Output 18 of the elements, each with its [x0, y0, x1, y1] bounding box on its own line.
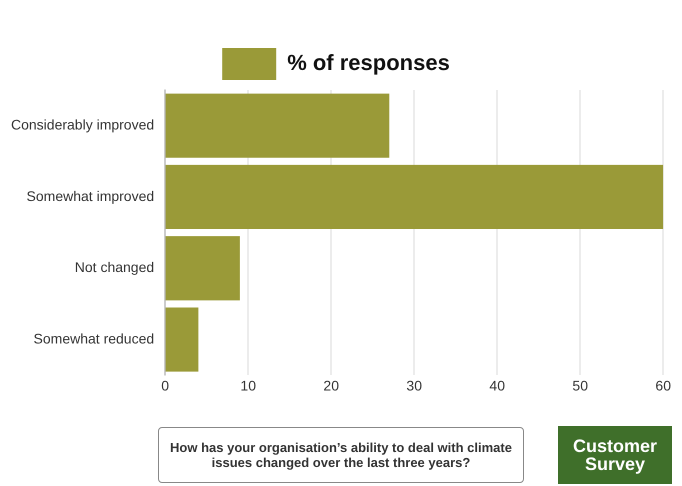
x-tick-label: 40: [489, 377, 506, 394]
text: How has your organisation’s ability to deal with climate issues changed over the last three years?: [158, 427, 524, 483]
y-tick-label: Somewhat improved: [26, 188, 154, 204]
text: Customer Survey: [558, 426, 672, 484]
bar: [166, 236, 240, 300]
bar: [166, 164, 664, 230]
bar: [166, 94, 390, 158]
y-tick-label: Not changed: [74, 259, 154, 276]
x-tick-label: 10: [240, 377, 256, 394]
bar: [166, 307, 198, 372]
x-tick-label: 20: [323, 377, 340, 394]
x-tick-label: 0: [161, 377, 170, 394]
legend-label: % of responses: [287, 50, 450, 76]
y-tick-label: Considerably improved: [10, 116, 154, 133]
x-tick-label: 50: [572, 377, 588, 394]
x-tick-label: 30: [406, 377, 422, 394]
y-tick-label: Somewhat reduced: [34, 330, 154, 346]
x-tick-label: 60: [655, 377, 672, 394]
